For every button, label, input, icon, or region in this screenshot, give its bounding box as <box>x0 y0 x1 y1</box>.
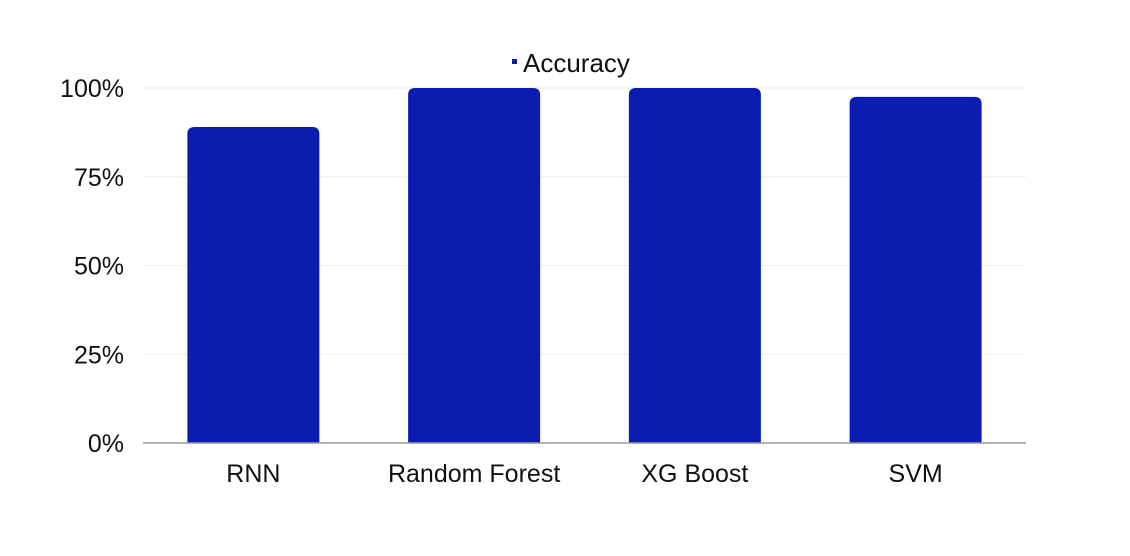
legend-swatch <box>512 59 517 64</box>
y-tick-label: 50% <box>74 253 124 281</box>
legend: Accuracy <box>512 48 630 78</box>
y-tick-label: 0% <box>88 430 124 458</box>
x-tick-label: Random Forest <box>388 460 560 488</box>
bar-random-forest <box>408 88 541 443</box>
bars <box>187 88 982 444</box>
y-tick-label: 75% <box>74 164 124 192</box>
y-tick-label: 100% <box>60 75 124 103</box>
x-tick-label: XG Boost <box>641 460 748 488</box>
bar-svm <box>849 96 982 443</box>
legend-label-accuracy: Accuracy <box>523 48 630 78</box>
x-axis-category-labels: RNN Random Forest XG Boost SVM <box>226 460 942 488</box>
bar-rnn <box>187 127 320 444</box>
y-axis-tick-labels: 0% 25% 50% 75% 100% <box>60 75 124 458</box>
x-tick-label: SVM <box>889 460 943 488</box>
y-tick-label: 25% <box>74 341 124 369</box>
bar-xg-boost <box>628 88 761 443</box>
x-tick-label: RNN <box>226 460 280 488</box>
